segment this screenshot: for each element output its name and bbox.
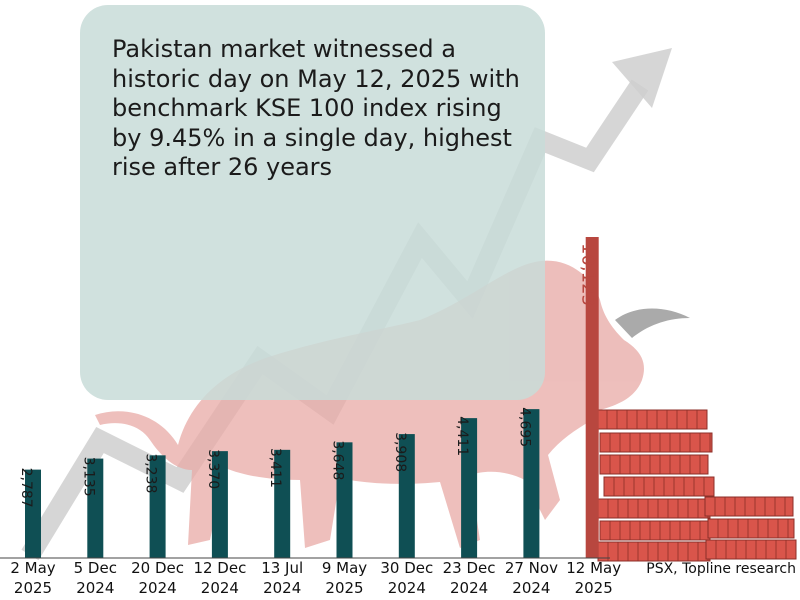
x-tick-label: 12 Dec 2024 (180, 558, 260, 598)
x-tick-label-line: 23 Dec (442, 559, 496, 577)
x-tick-label-line: 13 Jul (261, 559, 304, 577)
x-tick-label-line: 2025 (13, 579, 53, 597)
x-tick-label-line: 9 May (321, 559, 368, 577)
headline-panel (80, 5, 545, 400)
bar (211, 451, 228, 558)
bar (523, 409, 540, 558)
x-tick-label-line: 20 Dec (131, 559, 185, 577)
x-tick-label-line: 12 May (566, 559, 622, 577)
data-label: 3,370 (205, 449, 221, 489)
data-label: 2,787 (18, 468, 34, 508)
x-tick-label-line: 27 Nov (504, 559, 558, 577)
bar (585, 237, 599, 558)
source-note: PSX, Topline research (646, 561, 796, 577)
x-tick-label: 12 May 2025 (554, 558, 634, 598)
data-label: 3,411 (267, 448, 283, 488)
x-tick-label: 5 Dec 2024 (55, 558, 135, 598)
x-tick-label-line: 2024 (76, 579, 115, 597)
brick-stack-icon (596, 409, 797, 562)
data-label: 3,238 (143, 453, 159, 493)
bar (336, 442, 353, 558)
x-tick-label-line: 2 May (10, 559, 56, 577)
x-tick-label-line: 2024 (387, 579, 426, 597)
bar (87, 458, 104, 558)
x-tick-label: 27 Nov 2024 (491, 558, 571, 598)
x-tick-label-line: 2025 (325, 579, 364, 597)
data-label: 3,648 (330, 440, 346, 480)
x-tick-label: 9 May 2025 (305, 558, 385, 598)
headline-text: Pakistan market witnessed a historic day… (112, 35, 520, 181)
x-tick-label-line: 12 Dec (193, 559, 247, 577)
data-label: 3,908 (392, 432, 408, 472)
x-tick-label-line: 2024 (263, 579, 302, 597)
x-tick-label-line: 2024 (512, 579, 551, 597)
x-tick-label: 20 Dec 2024 (118, 558, 198, 598)
x-tick-label: 23 Dec 2024 (429, 558, 509, 598)
x-tick-label-line: 2025 (574, 579, 613, 597)
x-tick-label: 30 Dec 2024 (367, 558, 447, 598)
data-label: 4,411 (454, 416, 470, 456)
data-label: 4,695 (516, 407, 532, 447)
bar (461, 418, 478, 558)
bar (398, 434, 415, 558)
x-tick-label-line: 30 Dec (380, 559, 434, 577)
bar (25, 469, 41, 558)
bar (149, 455, 166, 558)
bar (274, 449, 291, 558)
x-tick-label: 2 May 2025 (0, 558, 73, 598)
x-tick-label-line: 2024 (200, 579, 239, 597)
data-label: 3,135 (80, 457, 96, 497)
data-label: 10,123 (578, 243, 599, 306)
x-tick-label-line: 2024 (450, 579, 489, 597)
x-tick-label: 13 Jul 2024 (242, 558, 322, 598)
x-tick-label-line: 5 Dec (73, 559, 117, 577)
x-tick-label-line: 2024 (138, 579, 177, 597)
